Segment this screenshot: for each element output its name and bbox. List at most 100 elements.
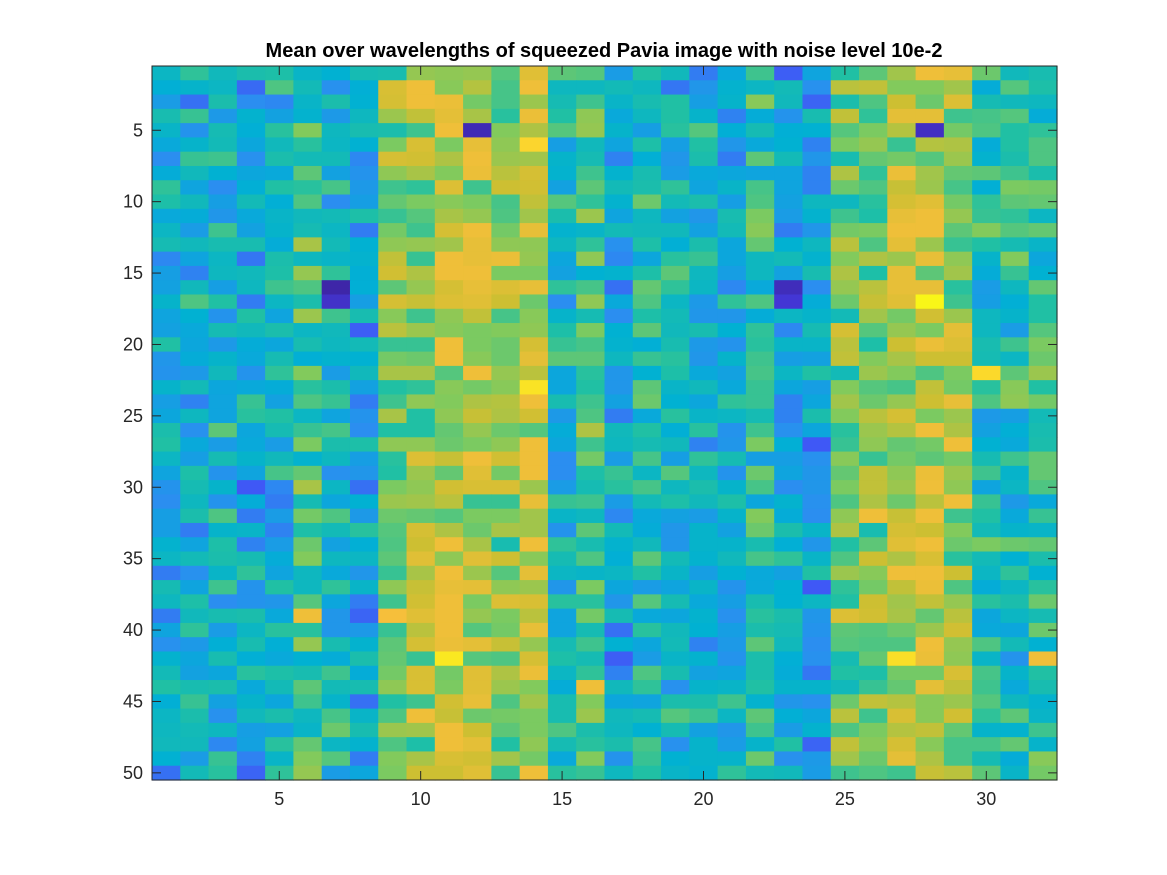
heatmap-cell — [576, 180, 606, 196]
heatmap-cell — [632, 94, 662, 110]
heatmap-cell — [208, 480, 238, 495]
heatmap-cell — [802, 323, 832, 338]
heatmap-cell — [1028, 365, 1058, 381]
heatmap-cell — [802, 751, 832, 767]
heatmap-cell — [321, 651, 351, 667]
heatmap-cell — [434, 251, 464, 267]
heatmap-cell — [547, 251, 577, 267]
heatmap-cell — [1028, 637, 1058, 653]
heatmap-cell — [576, 551, 606, 567]
heatmap-cell — [349, 151, 379, 167]
heatmap-cell — [943, 508, 973, 524]
heatmap-cell — [293, 694, 323, 710]
heatmap-cell — [152, 180, 181, 196]
heatmap-cell — [321, 437, 351, 453]
heatmap-cell — [378, 694, 408, 710]
heatmap-cell — [321, 565, 351, 581]
heatmap-cell — [236, 665, 266, 681]
heatmap-cell — [1028, 380, 1058, 396]
heatmap-cell — [689, 80, 719, 96]
heatmap-cell — [717, 94, 747, 110]
heatmap-cell — [689, 680, 719, 695]
heatmap-cell — [180, 522, 210, 538]
heatmap-cell — [915, 223, 945, 238]
heatmap-cell — [547, 465, 577, 481]
heatmap-cell — [378, 265, 408, 281]
heatmap-cell — [972, 165, 1002, 181]
heatmap-cell — [519, 580, 549, 595]
heatmap-cell — [293, 108, 323, 124]
heatmap-cell — [236, 80, 266, 96]
heatmap-cell — [463, 565, 492, 581]
heatmap-cell — [1000, 594, 1030, 610]
heatmap-cell — [293, 580, 323, 595]
heatmap-cell — [887, 251, 917, 267]
heatmap-cell — [265, 694, 295, 710]
heatmap-cell — [576, 351, 606, 367]
heatmap-cell — [378, 665, 408, 681]
heatmap-cell — [180, 608, 210, 624]
heatmap-cell — [152, 765, 181, 781]
heatmap-cell — [943, 522, 973, 538]
heatmap-cell — [661, 594, 690, 610]
heatmap-cell — [208, 194, 238, 210]
heatmap-cell — [152, 308, 181, 324]
heatmap-cell — [802, 208, 832, 224]
heatmap-cell — [208, 337, 238, 353]
heatmap-cell — [406, 365, 436, 381]
heatmap-cell — [632, 665, 662, 681]
heatmap-cell — [915, 408, 945, 424]
heatmap-cell — [802, 408, 832, 424]
heatmap-cell — [717, 565, 747, 581]
heatmap-cell — [887, 223, 917, 238]
heatmap-cell — [745, 180, 775, 196]
heatmap-cell — [321, 423, 351, 438]
heatmap-cell — [152, 265, 181, 281]
heatmap-cell — [689, 180, 719, 196]
heatmap-cell — [887, 365, 917, 381]
heatmap-cell — [972, 651, 1002, 667]
heatmap-cell — [236, 137, 266, 153]
heatmap-cell — [830, 394, 860, 410]
heatmap-cell — [745, 665, 775, 681]
heatmap-cell — [519, 137, 549, 153]
heatmap-cell — [293, 208, 323, 224]
heatmap-cell — [576, 194, 606, 210]
heatmap-cell — [463, 680, 492, 695]
heatmap-cell — [632, 508, 662, 524]
heatmap-cell — [632, 522, 662, 538]
heatmap-cell — [689, 280, 719, 296]
heatmap-cell — [491, 737, 521, 753]
heatmap-cell — [943, 94, 973, 110]
heatmap-cell — [293, 137, 323, 153]
heatmap-cell — [717, 537, 747, 553]
heatmap-cell — [943, 465, 973, 481]
heatmap-cell — [378, 165, 408, 181]
heatmap-cell — [830, 494, 860, 510]
heatmap-cell — [293, 223, 323, 238]
heatmap-cell — [321, 237, 351, 253]
heatmap-cell — [576, 308, 606, 324]
heatmap-cell — [378, 423, 408, 438]
heatmap-cell — [576, 380, 606, 396]
heatmap-cell — [576, 94, 606, 110]
heatmap-cell — [406, 722, 436, 738]
heatmap-cell — [915, 280, 945, 296]
heatmap-cell — [859, 194, 888, 210]
heatmap-cell — [745, 622, 775, 638]
x-axis-ticks: 5 10 15 20 25 30 — [274, 66, 996, 809]
heatmap-cell — [604, 223, 634, 238]
heatmap-cell — [208, 365, 238, 381]
heatmap-cell — [547, 265, 577, 281]
heatmap-cell — [774, 137, 804, 153]
heatmap-cell — [463, 608, 492, 624]
heatmap-cell — [661, 708, 690, 724]
heatmap-cell — [321, 737, 351, 753]
heatmap-cell — [915, 494, 945, 510]
heatmap-cell — [887, 751, 917, 767]
heatmap-cell — [406, 480, 436, 495]
heatmap-cell — [152, 223, 181, 238]
heatmap-cell — [915, 594, 945, 610]
heatmap-cell — [915, 165, 945, 181]
heatmap-cell — [1028, 580, 1058, 595]
